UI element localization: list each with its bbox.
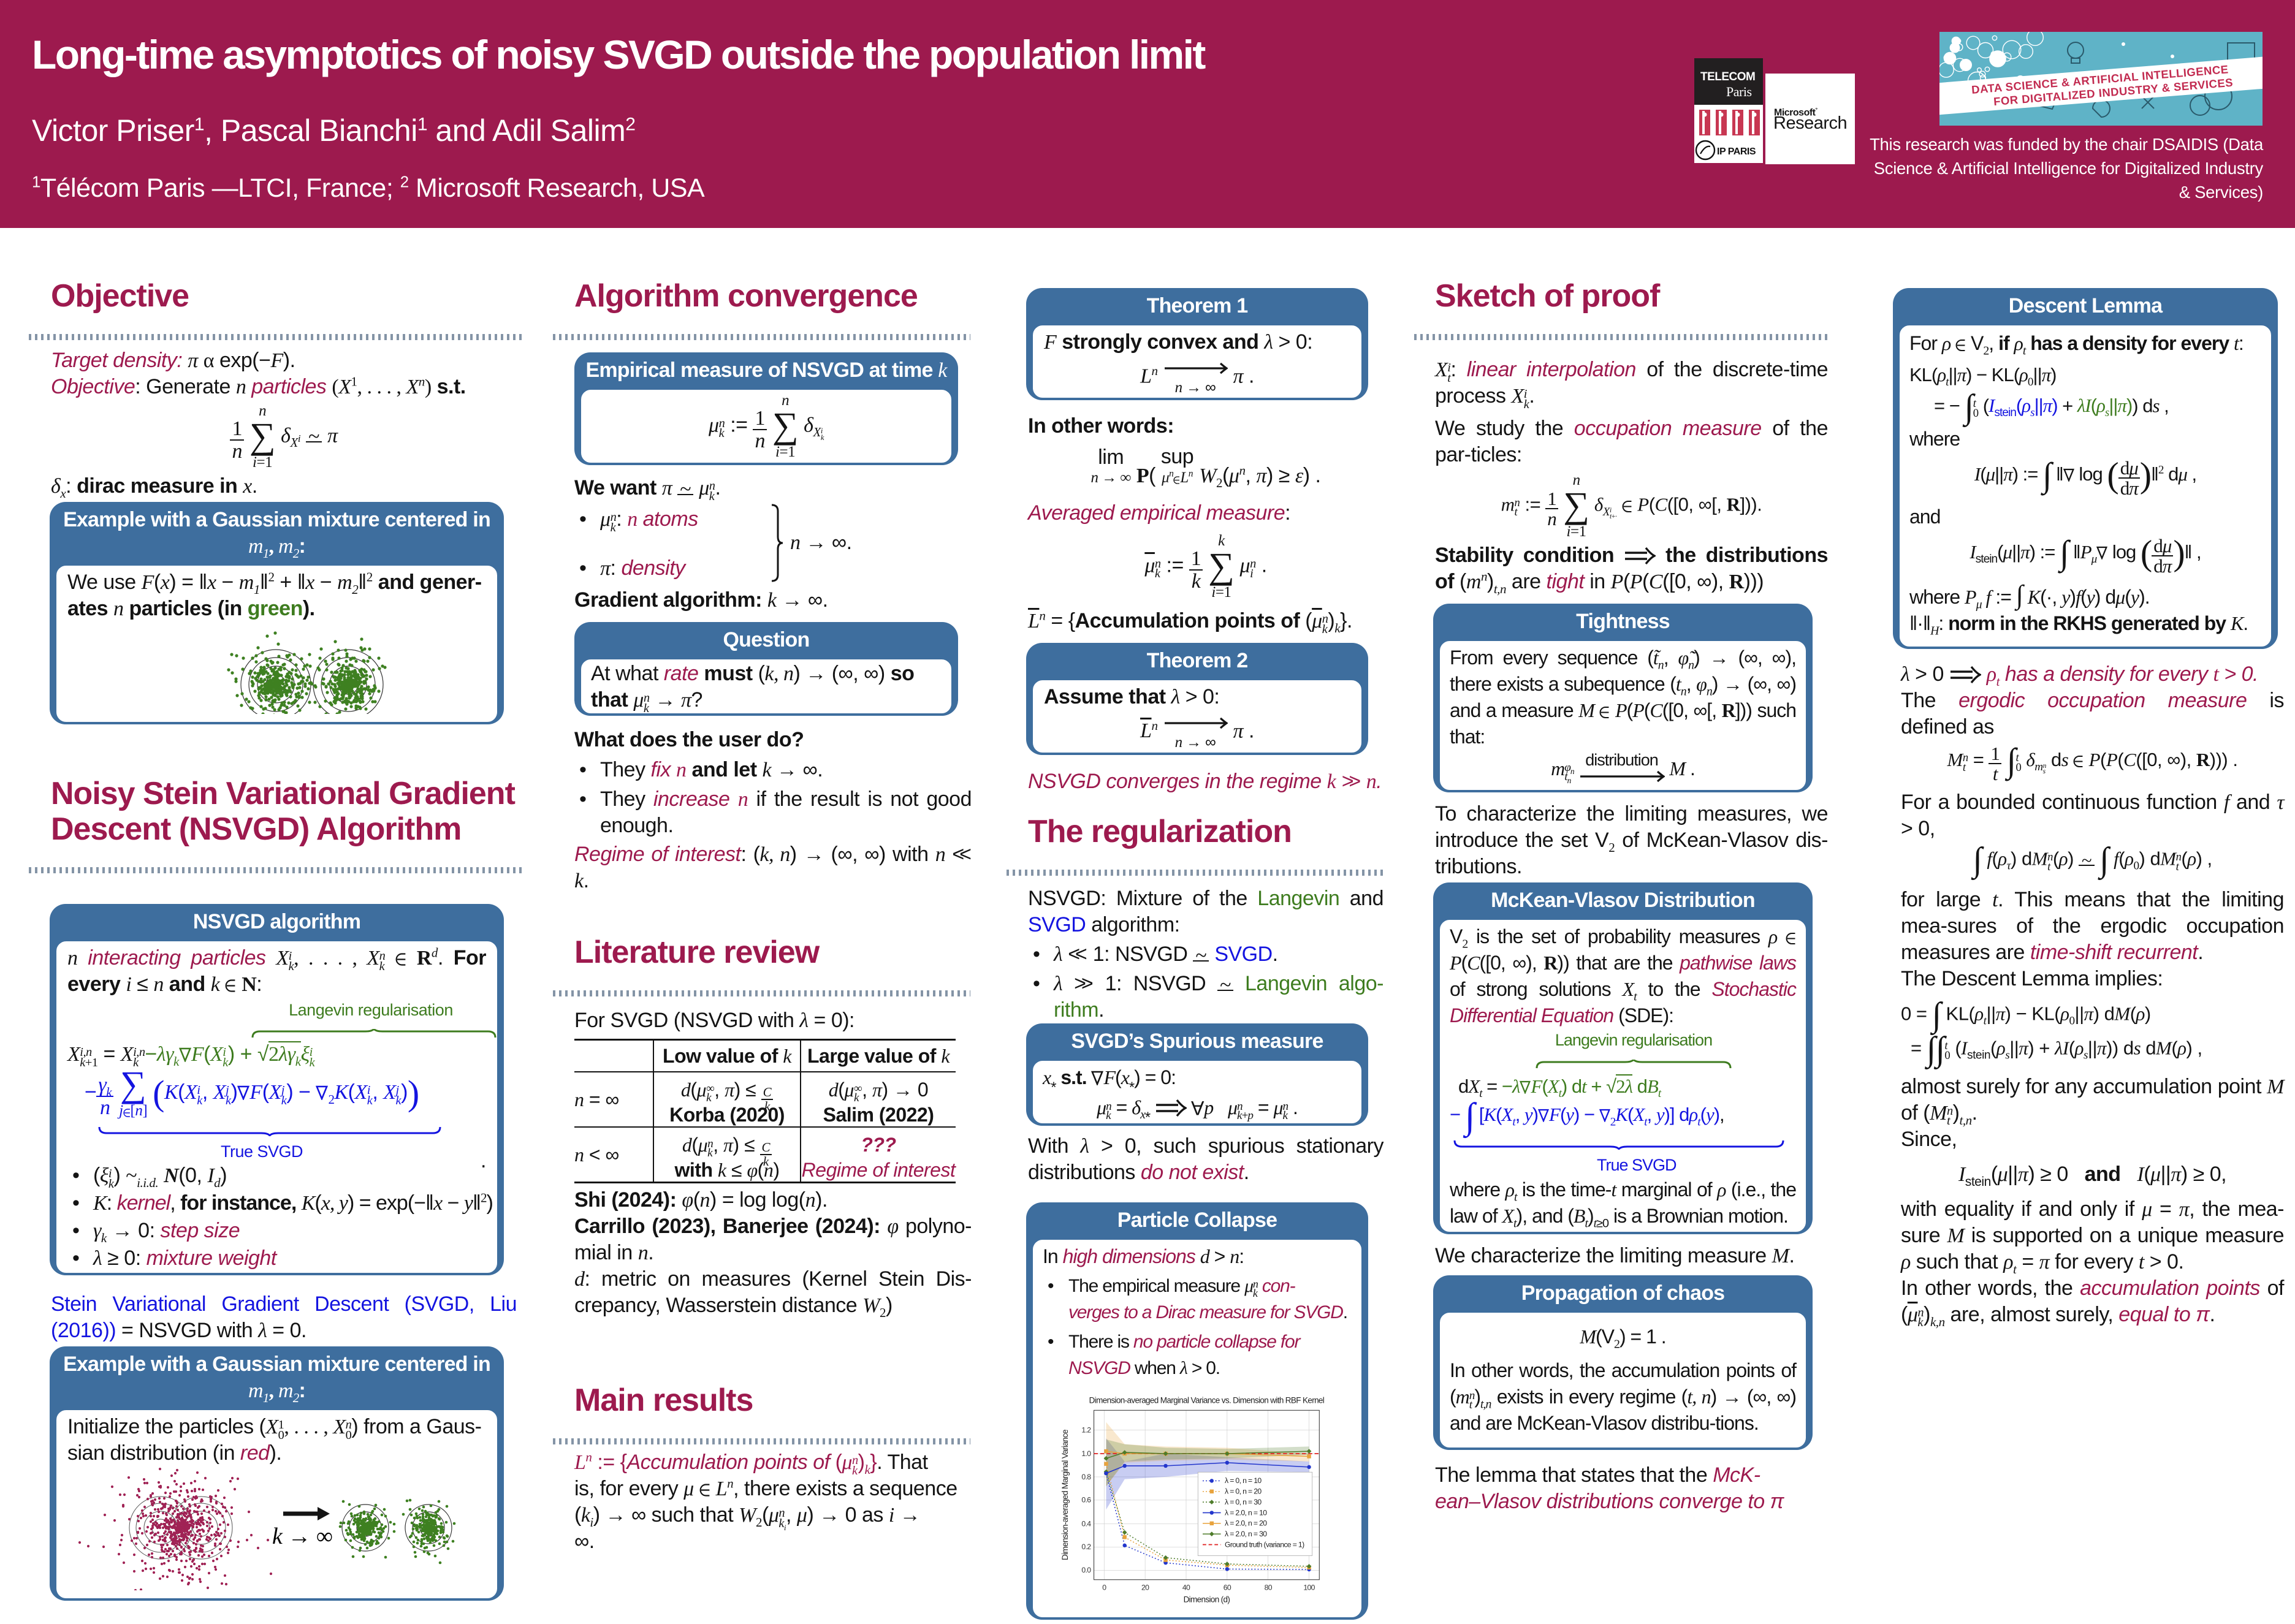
- svg-text:0.8: 0.8: [1081, 1473, 1091, 1481]
- svg-text:1.0: 1.0: [1081, 1449, 1091, 1458]
- svg-text:80: 80: [1265, 1583, 1273, 1592]
- svg-text:0.2: 0.2: [1081, 1542, 1091, 1551]
- svg-text:40: 40: [1182, 1583, 1190, 1592]
- svg-text:20: 20: [1141, 1583, 1149, 1592]
- svg-text:λ = 0, n = 20: λ = 0, n = 20: [1225, 1487, 1262, 1496]
- svg-text:100: 100: [1303, 1583, 1315, 1592]
- svg-text:TELECOM: TELECOM: [1700, 70, 1755, 83]
- svg-text:λ = 2.0, n = 30: λ = 2.0, n = 30: [1225, 1530, 1267, 1538]
- svg-text:0.4: 0.4: [1081, 1519, 1091, 1528]
- svg-text:0.6: 0.6: [1081, 1496, 1091, 1504]
- svg-text:Ground truth (variance = 1): Ground truth (variance = 1): [1225, 1540, 1304, 1549]
- svg-text:Dimension-averaged Marginal Va: Dimension-averaged Marginal Variance vs.…: [1089, 1396, 1325, 1405]
- svg-text:λ = 2.0, n = 20: λ = 2.0, n = 20: [1225, 1519, 1267, 1528]
- svg-text:λ = 0, n = 10: λ = 0, n = 10: [1225, 1476, 1262, 1485]
- svg-text:λ = 2.0, n = 10: λ = 2.0, n = 10: [1225, 1508, 1267, 1517]
- svg-text:1.2: 1.2: [1081, 1425, 1091, 1434]
- svg-text:IP PARIS: IP PARIS: [1717, 146, 1756, 157]
- svg-text:Dimension (d): Dimension (d): [1184, 1595, 1230, 1604]
- svg-text:Dimension-averaged Marginal Va: Dimension-averaged Marginal Variance: [1060, 1430, 1070, 1560]
- svg-text:0: 0: [1102, 1583, 1106, 1592]
- svg-text:k → ∞: k → ∞: [272, 1523, 332, 1549]
- svg-text:λ = 0, n = 30: λ = 0, n = 30: [1225, 1498, 1262, 1506]
- svg-text:60: 60: [1224, 1583, 1231, 1592]
- svg-text:0.0: 0.0: [1081, 1566, 1091, 1574]
- svg-text:Paris: Paris: [1726, 84, 1752, 99]
